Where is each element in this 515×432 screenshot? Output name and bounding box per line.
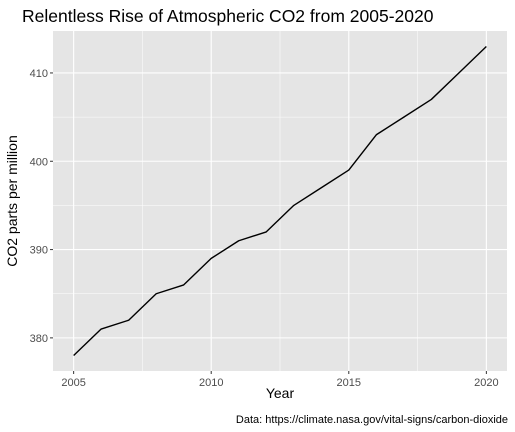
x-axis-ticks: 2005 2010 2015 2020 — [61, 371, 499, 389]
chart-caption: Data: https://climate.nasa.gov/vital-sig… — [236, 414, 508, 426]
co2-series-line — [73, 45, 487, 357]
x-axis-title: Year — [266, 385, 295, 401]
y-tick-label: 400 — [30, 156, 48, 168]
x-tick-label: 2015 — [337, 377, 361, 389]
plot-panel — [53, 31, 507, 371]
y-axis-title: CO2 parts per million — [4, 135, 20, 267]
grid-minor — [53, 31, 507, 371]
y-axis-ticks: 380 390 400 410 — [30, 68, 53, 345]
chart-title: Relentless Rise of Atmospheric CO2 from … — [22, 6, 434, 26]
grid-major — [53, 31, 507, 371]
x-tick-label: 2005 — [61, 377, 85, 389]
x-tick-label: 2020 — [474, 377, 498, 389]
y-tick-label: 390 — [30, 245, 48, 257]
y-tick-label: 410 — [30, 68, 48, 80]
x-tick-label: 2010 — [199, 377, 223, 389]
y-tick-label: 380 — [30, 333, 48, 345]
